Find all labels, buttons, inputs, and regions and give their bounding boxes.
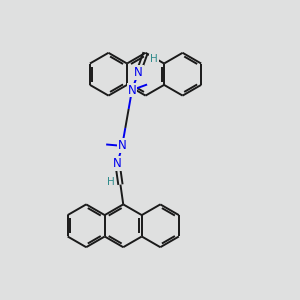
Text: N: N [134, 66, 142, 80]
Text: N: N [113, 157, 122, 170]
Text: H: H [107, 177, 115, 187]
Text: N: N [128, 83, 136, 97]
Text: H: H [150, 54, 158, 64]
Text: N: N [118, 140, 127, 152]
